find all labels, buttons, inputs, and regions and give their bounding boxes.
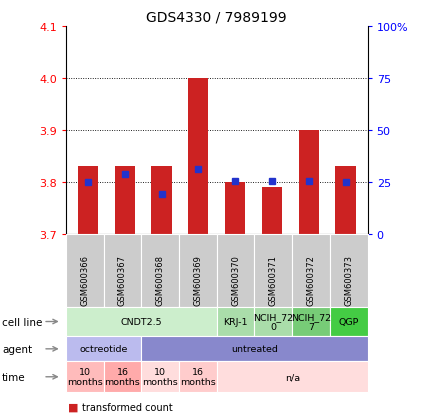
Text: GSM600366: GSM600366 — [80, 254, 89, 305]
Text: time: time — [2, 372, 26, 382]
Text: GSM600371: GSM600371 — [269, 254, 278, 305]
Text: agent: agent — [2, 344, 32, 354]
Text: GSM600368: GSM600368 — [156, 254, 164, 305]
Text: GSM600373: GSM600373 — [344, 254, 353, 305]
Text: n/a: n/a — [285, 373, 300, 381]
Text: ■: ■ — [68, 402, 79, 412]
Text: CNDT2.5: CNDT2.5 — [121, 317, 162, 326]
Bar — [335, 167, 356, 235]
Bar — [78, 167, 98, 235]
Bar — [115, 167, 135, 235]
Bar — [151, 167, 172, 235]
Title: GDS4330 / 7989199: GDS4330 / 7989199 — [147, 10, 287, 24]
Text: 10
months: 10 months — [67, 367, 102, 387]
Text: untreated: untreated — [231, 344, 278, 354]
Text: GSM600369: GSM600369 — [193, 254, 202, 305]
Text: 16
months: 16 months — [180, 367, 216, 387]
Bar — [225, 183, 245, 235]
Text: cell line: cell line — [2, 317, 42, 327]
Text: transformed count: transformed count — [82, 402, 173, 412]
Bar — [188, 79, 209, 235]
Text: GSM600370: GSM600370 — [231, 254, 240, 305]
Text: 10
months: 10 months — [142, 367, 178, 387]
Bar — [262, 188, 282, 235]
Text: GSM600372: GSM600372 — [306, 254, 315, 305]
Text: QGP: QGP — [339, 317, 359, 326]
Bar — [299, 131, 319, 235]
Text: NCIH_72
7: NCIH_72 7 — [291, 312, 331, 331]
Text: KRJ-1: KRJ-1 — [224, 317, 248, 326]
Text: NCIH_72
0: NCIH_72 0 — [253, 312, 293, 331]
Text: 16
months: 16 months — [105, 367, 140, 387]
Text: octreotide: octreotide — [79, 344, 128, 354]
Text: GSM600367: GSM600367 — [118, 254, 127, 305]
